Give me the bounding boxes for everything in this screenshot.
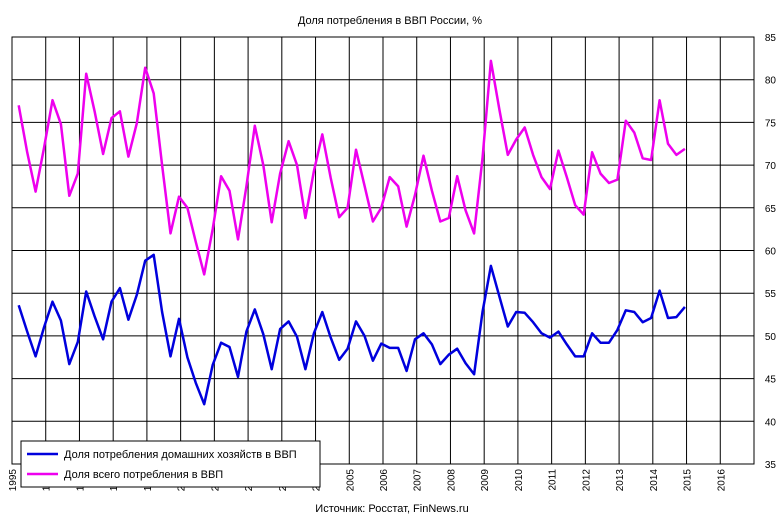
x-tick-label: 2010 (514, 469, 525, 492)
y-axis: 35 40 45 50 55 60 65 70 75 80 85 (765, 33, 777, 471)
x-tick-label: 2012 (581, 469, 592, 492)
x-tick-label: 2011 (548, 469, 559, 491)
x-tick-label: 2006 (379, 469, 390, 492)
x-tick-label: 2008 (446, 469, 457, 492)
chart-title: Доля потребления в ВВП России, % (298, 15, 482, 27)
y-tick-label: 70 (765, 161, 777, 172)
x-tick-label: 2013 (615, 469, 626, 492)
series-line-total (17, 59, 686, 276)
y-tick-label: 75 (765, 118, 777, 129)
legend-label-household: Доля потребления домашних хозяйств в ВВП (64, 449, 297, 461)
y-tick-label: 35 (765, 460, 777, 471)
x-tick-label: 2016 (716, 469, 727, 492)
x-tick-label: 2007 (413, 469, 424, 492)
y-tick-label: 40 (765, 417, 777, 428)
source-note: Источник: Росстат, FinNews.ru (315, 503, 468, 515)
x-tick-label: 2014 (649, 469, 660, 492)
y-tick-label: 45 (765, 375, 777, 386)
grid (12, 37, 754, 464)
series-layer (17, 59, 686, 406)
y-tick-label: 50 (765, 332, 777, 343)
y-tick-label: 65 (765, 204, 777, 215)
y-tick-label: 85 (765, 33, 777, 44)
legend-label-total: Доля всего потребления в ВВП (64, 469, 223, 481)
x-tick-label: 2009 (480, 469, 491, 492)
x-tick-label: 2005 (345, 469, 356, 492)
y-tick-label: 60 (765, 247, 777, 258)
x-tick-label: 1995 (8, 469, 19, 492)
legend-box (20, 440, 321, 488)
series-line-household (17, 253, 686, 406)
legend: Доля потребления домашних хозяйств в ВВП… (20, 440, 321, 488)
y-tick-label: 80 (765, 76, 777, 87)
x-tick-label: 2015 (683, 469, 694, 492)
y-tick-label: 55 (765, 289, 777, 300)
